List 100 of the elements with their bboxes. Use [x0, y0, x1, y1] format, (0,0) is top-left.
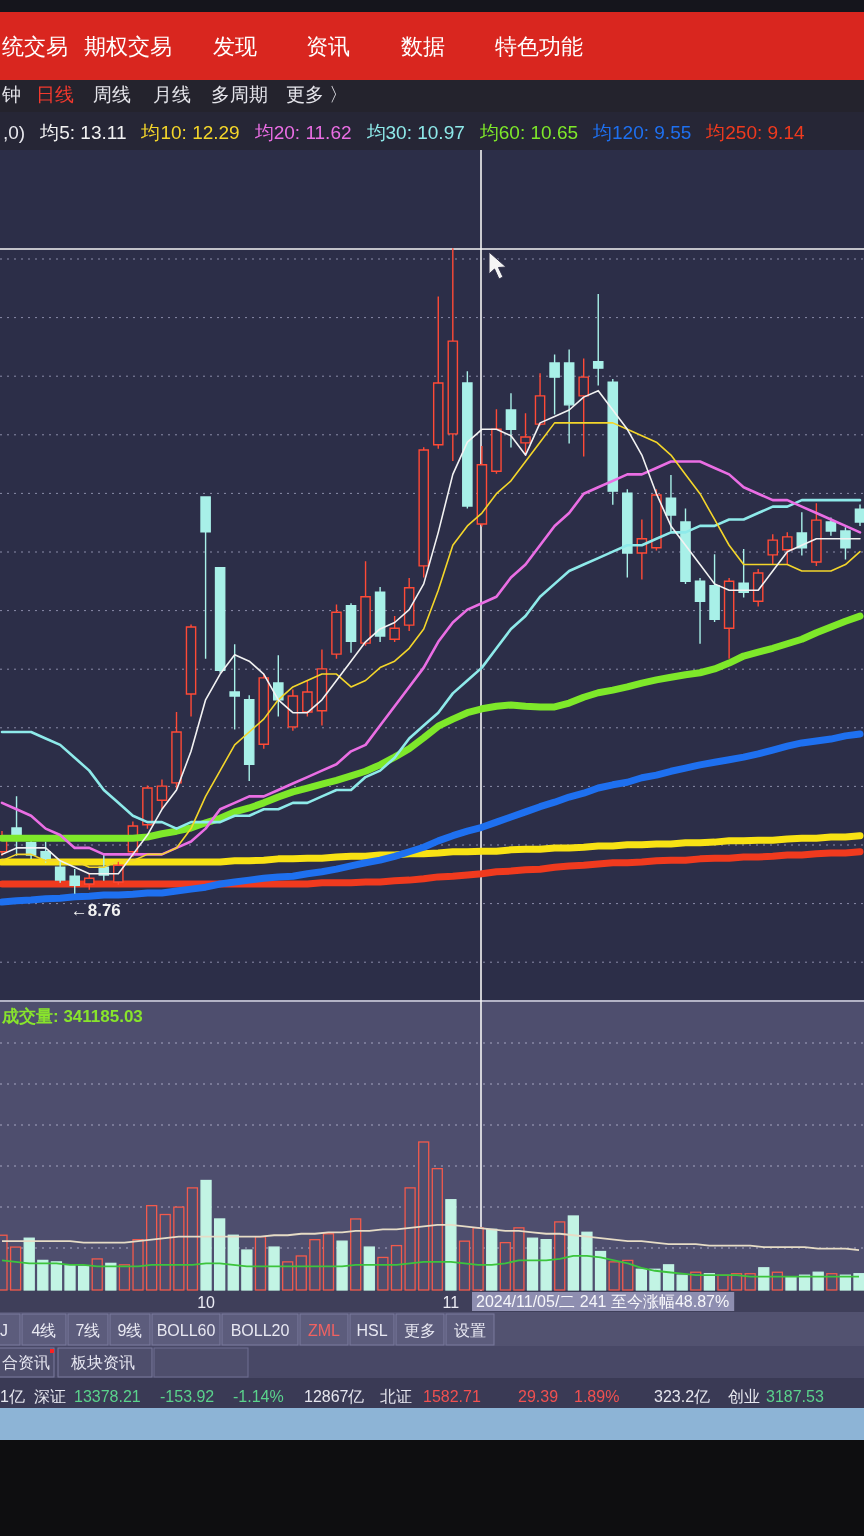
bar [676, 1274, 688, 1291]
candlestick [694, 578, 706, 644]
text: 日线 [36, 84, 74, 105]
text: 更多 〉 [286, 84, 349, 105]
candlestick [69, 869, 81, 894]
text: 特色功能 [495, 34, 583, 59]
text: 均120: 9.55 [592, 122, 692, 143]
candlestick [534, 373, 546, 426]
candlestick [592, 294, 604, 386]
text: 期权交易 [84, 34, 172, 59]
candlestick [287, 689, 299, 731]
candlestick [403, 578, 415, 631]
candlestick [200, 496, 211, 659]
candlestick [345, 603, 357, 653]
text: 资讯 [306, 34, 350, 59]
text: HSL [356, 1322, 388, 1339]
text: 合资讯 [2, 1354, 50, 1371]
text: 均30: 10.97 [365, 122, 465, 143]
bar [23, 1237, 35, 1291]
candlestick [331, 604, 342, 659]
chart-title: 成交量: 341185.03 [1, 1007, 143, 1026]
bar [200, 1179, 212, 1291]
candlestick [418, 447, 430, 578]
candlestick [185, 624, 197, 717]
bar [635, 1268, 647, 1291]
candlestick [40, 841, 51, 863]
text: 均250: 9.14 [705, 122, 805, 143]
candlestick [156, 779, 168, 809]
bar [540, 1239, 552, 1291]
bar [662, 1264, 675, 1291]
candlestick [432, 296, 444, 449]
bar [77, 1265, 90, 1291]
text: BOLL20 [230, 1322, 290, 1339]
candlestick [258, 673, 270, 749]
text: 板块资讯 [70, 1354, 135, 1371]
candlestick [607, 379, 619, 505]
text: 数据 [401, 34, 445, 59]
bar [105, 1262, 117, 1291]
text: 发现 [213, 34, 257, 59]
bar [268, 1246, 280, 1291]
candlestick [709, 554, 720, 622]
candlestick [651, 489, 662, 551]
candlestick [142, 785, 153, 829]
text: 钟 [1, 84, 21, 105]
candlestick [447, 248, 459, 461]
text: 1582.71 [423, 1388, 481, 1405]
bar [214, 1218, 226, 1291]
candlestick [752, 569, 764, 607]
text: 均5: 13.11 [39, 122, 127, 143]
candlestick [767, 534, 779, 565]
candlestick [796, 512, 808, 556]
candlestick [374, 587, 386, 642]
candlestick [389, 616, 400, 642]
text: 北证 [380, 1388, 412, 1405]
bar [445, 1199, 457, 1291]
bar [486, 1228, 498, 1291]
candlestick [243, 695, 255, 781]
candlestick [229, 644, 240, 730]
text: BOLL60 [156, 1322, 216, 1339]
bar [241, 1249, 253, 1291]
bar [50, 1261, 63, 1291]
text: 均20: 11.62 [253, 122, 352, 143]
bar [336, 1240, 348, 1291]
candlestick [54, 861, 66, 883]
text: ZML [308, 1322, 341, 1339]
bar [853, 1273, 864, 1291]
candlestick [113, 861, 124, 885]
candlestick [622, 489, 633, 578]
bar [649, 1268, 661, 1291]
candlestick [214, 567, 226, 673]
candlestick [11, 796, 22, 856]
candlestick [578, 358, 589, 457]
text: 9线 [117, 1322, 143, 1339]
text: 1亿 [0, 1388, 25, 1405]
text: 深证 [34, 1388, 66, 1405]
candlestick [811, 503, 822, 566]
text: 4线 [31, 1322, 57, 1339]
candlestick [83, 872, 95, 890]
text: 更多 [404, 1322, 436, 1339]
text: 统交易 [2, 34, 68, 59]
bar [363, 1246, 375, 1291]
text: 13378.21 [74, 1388, 141, 1405]
candlestick [549, 354, 560, 415]
candlestick [171, 711, 182, 789]
candlestick [665, 474, 677, 532]
bar [227, 1234, 239, 1291]
candlestick [505, 393, 517, 448]
bar [581, 1231, 593, 1291]
bar [785, 1276, 797, 1291]
bar [594, 1250, 607, 1291]
candlestick [825, 517, 837, 536]
text: 月线 [153, 84, 191, 105]
candlestick [520, 413, 531, 456]
text: 323.2亿 [654, 1388, 711, 1405]
candlestick [491, 409, 502, 474]
candlestick [360, 561, 371, 646]
candlestick [680, 508, 691, 584]
text: -1.14% [233, 1388, 284, 1405]
candlestick [302, 681, 313, 717]
legend-title: ,0) [3, 122, 26, 143]
